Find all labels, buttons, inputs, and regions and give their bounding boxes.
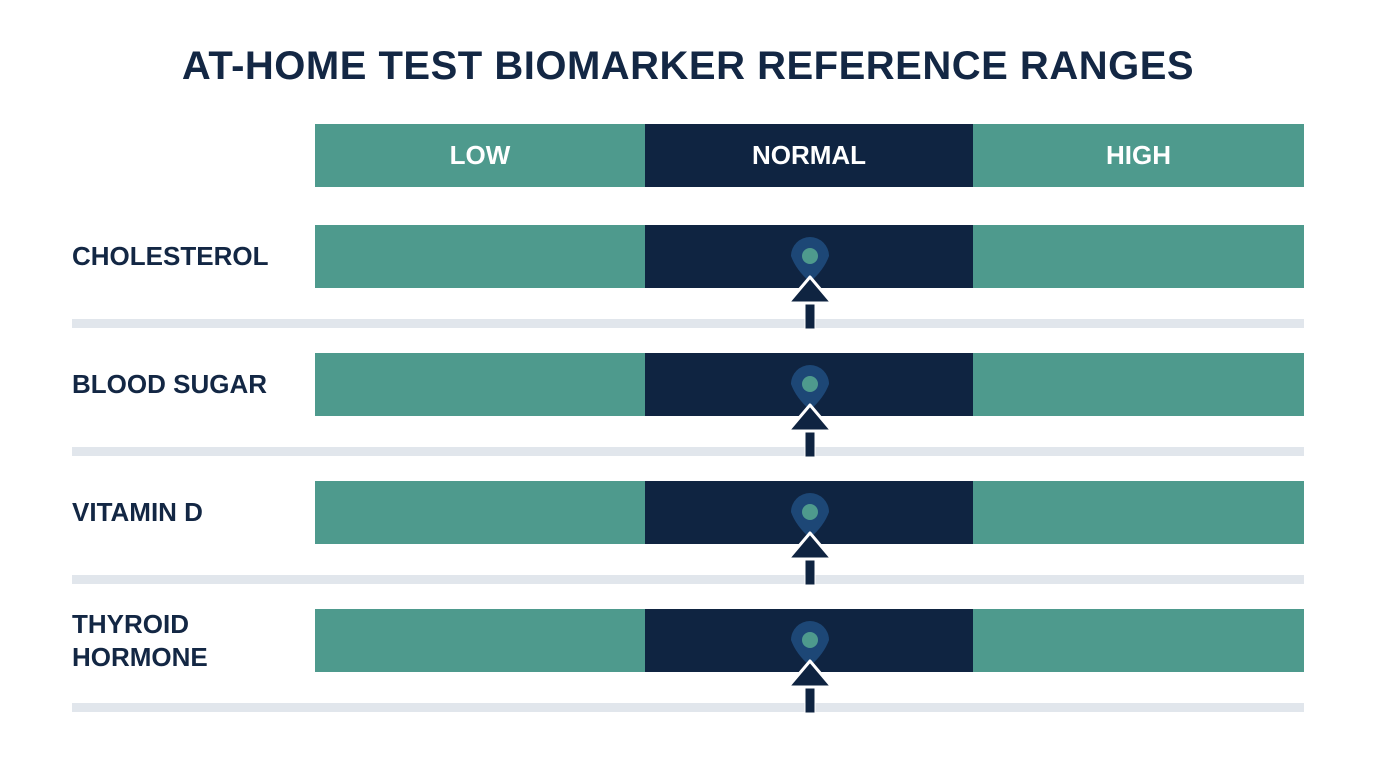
biomarker-label: THYROID HORMONE [72,608,208,672]
row-divider [72,319,1304,328]
marker-dot [802,504,818,520]
header-label: HIGH [1106,140,1171,170]
range-segment [973,609,1304,672]
row-divider [72,575,1304,584]
row-divider [72,703,1304,712]
arrow-head [786,275,834,305]
biomarker-label: CHOLESTEROL [72,241,269,271]
header-label: LOW [449,140,511,170]
arrow-head [786,403,834,433]
range-segment [315,481,645,544]
marker-dot [802,632,818,648]
header-segment [315,124,645,187]
range-segment [315,353,645,416]
title: AT-HOME TEST BIOMARKER REFERENCE RANGES [181,44,1195,88]
range-segment [973,225,1304,288]
header-segment [645,124,973,187]
arrow-head [786,531,834,561]
biomarker-label: VITAMIN D [72,497,203,527]
header-segment [973,124,1304,187]
row-divider [72,447,1304,456]
arrow-head [786,659,834,689]
range-segment [973,353,1304,416]
range-segment [315,225,645,288]
marker-dot [802,248,818,264]
header-label: NORMAL [751,140,867,170]
biomarker-label: BLOOD SUGAR [72,369,267,399]
range-segment [973,481,1304,544]
range-segment [315,609,645,672]
marker-dot [802,376,818,392]
